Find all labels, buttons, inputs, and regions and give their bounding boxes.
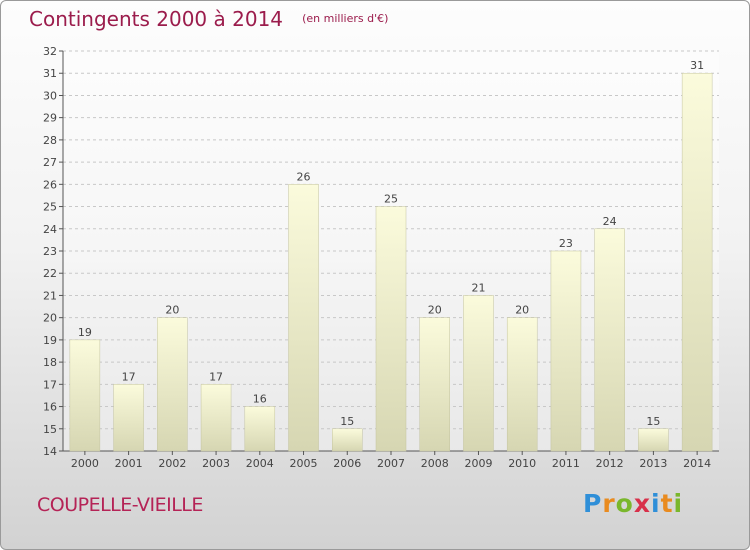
bar (375, 206, 407, 452)
bar (506, 317, 538, 452)
bar-value-label: 31 (690, 59, 704, 72)
chart-subtitle: (en milliers d'€) (302, 12, 389, 25)
bar (244, 406, 276, 452)
bar-value-label: 16 (253, 393, 267, 406)
y-tick-label: 19 (43, 334, 57, 347)
bar (288, 184, 319, 452)
brand-logo: Proxiti (583, 489, 683, 518)
bar-value-label: 26 (297, 170, 311, 183)
commune-name: COUPELLE-VIEILLE (37, 494, 203, 516)
bar-value-label: 15 (340, 415, 354, 428)
bar-value-label: 17 (122, 370, 136, 383)
x-tick-label: 2007 (377, 457, 405, 470)
bar (594, 228, 625, 452)
bar-value-label: 20 (428, 304, 442, 317)
bar (681, 72, 713, 452)
y-tick-label: 28 (43, 134, 57, 147)
x-tick-label: 2003 (202, 457, 230, 470)
x-tick-label: 2004 (246, 457, 274, 470)
bar (157, 317, 188, 452)
bar-value-label: 20 (165, 304, 179, 317)
bar (638, 428, 669, 452)
x-tick-label: 2006 (333, 457, 361, 470)
y-tick-label: 29 (43, 112, 57, 125)
y-tick-label: 18 (43, 356, 57, 369)
y-tick-label: 24 (43, 223, 57, 236)
brand-letter: i (673, 489, 684, 518)
bar-value-label: 23 (559, 237, 573, 250)
y-tick-label: 26 (43, 178, 57, 191)
brand-letter: P (583, 489, 603, 518)
x-tick-label: 2008 (421, 457, 449, 470)
y-tick-label: 22 (43, 267, 57, 280)
bar (463, 295, 494, 452)
bar (200, 384, 232, 452)
x-tick-label: 2000 (71, 457, 99, 470)
y-tick-label: 27 (43, 156, 57, 169)
y-tick-label: 21 (43, 289, 57, 302)
y-tick-label: 17 (43, 378, 57, 391)
y-tick-label: 20 (43, 312, 57, 325)
y-tick-label: 25 (43, 201, 57, 214)
y-tick-label: 31 (43, 67, 57, 80)
y-tick-label: 15 (43, 423, 57, 436)
bar-value-label: 15 (646, 415, 660, 428)
brand-letter: t (660, 489, 674, 518)
bar (550, 250, 582, 452)
bar-value-label: 17 (209, 370, 223, 383)
y-tick-label: 23 (43, 245, 57, 258)
bar (332, 428, 363, 452)
chart-title-block: Contingents 2000 à 2014 (en milliers d'€… (29, 7, 388, 31)
bar-value-label: 20 (515, 304, 529, 317)
brand-letter: o (615, 489, 634, 518)
bar (69, 339, 101, 452)
x-tick-label: 2012 (596, 457, 624, 470)
bar-value-label: 25 (384, 193, 398, 206)
y-tick-label: 14 (43, 445, 57, 458)
bar-value-label: 24 (603, 215, 617, 228)
x-tick-label: 2011 (552, 457, 580, 470)
x-tick-label: 2009 (464, 457, 492, 470)
brand-letter: r (602, 489, 616, 518)
y-tick-label: 30 (43, 89, 57, 102)
brand-letter: i (651, 489, 661, 518)
x-tick-label: 2001 (115, 457, 143, 470)
chart-title: Contingents 2000 à 2014 (29, 7, 284, 31)
x-tick-label: 2005 (290, 457, 318, 470)
bar-value-label: 19 (78, 326, 92, 339)
bar (113, 384, 144, 452)
x-tick-label: 2010 (508, 457, 536, 470)
y-tick-label: 16 (43, 401, 57, 414)
x-tick-label: 2013 (639, 457, 667, 470)
y-tick-label: 32 (43, 45, 57, 58)
x-tick-label: 2002 (158, 457, 186, 470)
bar (419, 317, 450, 452)
brand-letter: x (633, 489, 651, 518)
x-tick-label: 2014 (683, 457, 711, 470)
bar-value-label: 21 (471, 281, 485, 294)
